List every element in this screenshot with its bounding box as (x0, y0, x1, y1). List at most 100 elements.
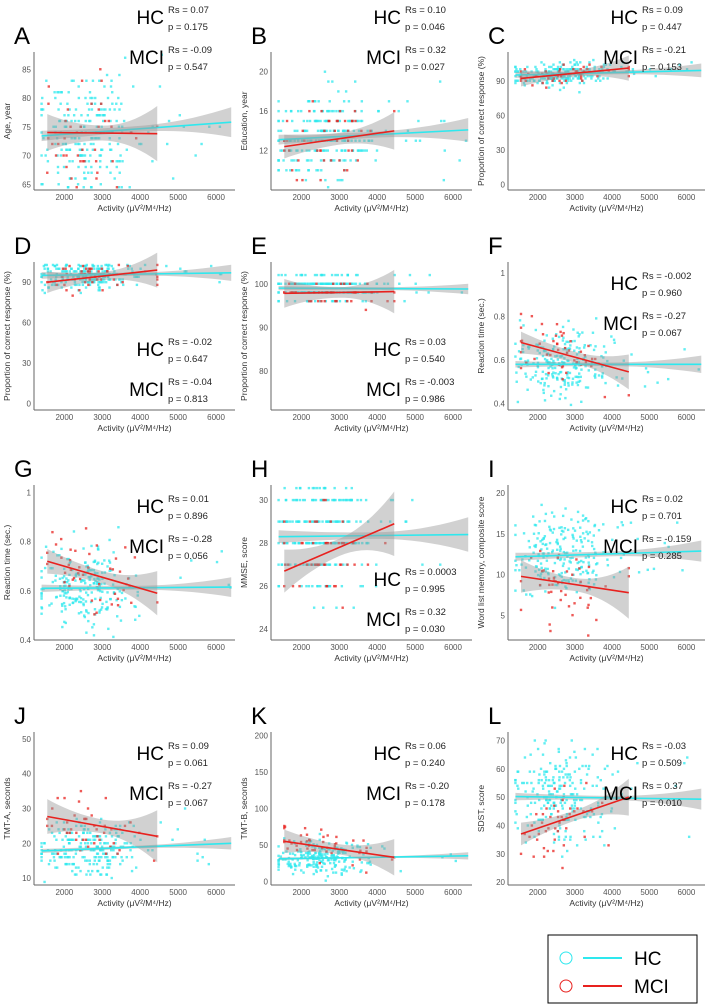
mci-point (390, 858, 394, 861)
hc-point (77, 137, 81, 140)
hc-point (103, 571, 107, 574)
x-tick-label: 2000 (55, 643, 73, 652)
hc-point (590, 77, 593, 80)
hc-point (300, 854, 304, 858)
hc-point (584, 386, 588, 389)
hc-point (559, 574, 562, 577)
hc-point (344, 299, 348, 303)
hc-point (364, 299, 368, 303)
hc-point (40, 588, 43, 591)
hc-point (178, 114, 181, 117)
hc-point (521, 781, 524, 785)
hc-point (307, 169, 310, 172)
hc-point (521, 350, 525, 354)
mci-point (76, 154, 80, 157)
hc-point (613, 70, 616, 73)
hc-point (561, 855, 564, 858)
hc-point (333, 858, 336, 861)
x-tick-label: 3000 (93, 643, 111, 652)
mci-point (544, 70, 548, 73)
hc-point (561, 807, 564, 810)
hc-point (115, 831, 118, 835)
mci-point (51, 807, 54, 810)
mci-point (563, 346, 567, 350)
hc-point (325, 129, 329, 133)
hc-point (563, 558, 566, 561)
hc-point (654, 74, 657, 78)
hc-point (587, 519, 590, 523)
hc-point (519, 357, 523, 360)
hc-point (537, 829, 541, 833)
mci-point (354, 119, 357, 123)
hc-point (345, 541, 348, 545)
hc-point (82, 186, 85, 189)
hc-point (610, 335, 613, 338)
mci-point (594, 357, 597, 361)
x-tick-label: 3000 (330, 643, 348, 652)
hc-point (554, 767, 557, 771)
hc-point (313, 282, 317, 285)
hc-point (171, 177, 175, 180)
hc-point (347, 520, 350, 523)
mci-point (290, 842, 293, 845)
hc-point (355, 520, 358, 523)
mci-point (329, 541, 333, 545)
hc-point (565, 761, 568, 765)
mci-point (320, 299, 323, 303)
hc-point (443, 149, 446, 152)
mci-point (565, 351, 569, 354)
hc-point (291, 520, 294, 523)
mci-point (604, 585, 607, 588)
hc-point (118, 108, 121, 111)
hc-point (106, 859, 109, 862)
hc-point (312, 606, 316, 609)
hc-point (78, 142, 81, 146)
hc-point (85, 873, 88, 876)
hc-point (310, 139, 313, 142)
hc-point (533, 544, 536, 548)
hc-point (548, 807, 552, 810)
hc-point (514, 778, 517, 782)
hc-point (300, 273, 304, 277)
hc-point (612, 338, 616, 342)
hc-point (522, 324, 525, 327)
hc-point (359, 520, 362, 523)
hc-point (544, 590, 547, 593)
hc-point (578, 767, 581, 771)
mci-point (78, 566, 81, 569)
hc-point (558, 88, 562, 92)
hc-point (64, 835, 67, 838)
x-axis-label: Activity (μV²/M⁴/Hz) (569, 898, 643, 908)
hc-point (601, 70, 604, 73)
hc-point (307, 159, 310, 162)
mci-regression-line (520, 796, 630, 835)
hc-point (115, 598, 118, 602)
hc-point (547, 86, 551, 89)
hc-point (354, 159, 358, 162)
hc-point (308, 850, 311, 853)
hc-stats-label: HC (137, 8, 164, 29)
hc-point (549, 793, 553, 796)
hc-point (323, 853, 327, 856)
mci-point (386, 299, 389, 303)
mci-point (75, 831, 78, 835)
hc-point (556, 541, 559, 544)
hc-point (578, 77, 581, 80)
hc-point (92, 264, 96, 268)
mci-point (324, 541, 328, 545)
hc-point (331, 80, 334, 83)
hc-point (109, 119, 112, 123)
hc-point (541, 787, 545, 790)
y-tick-label: 30 (22, 805, 31, 814)
hc-point (40, 606, 43, 609)
hc-point (578, 379, 582, 383)
mci-p-value: p = 0.986 (405, 394, 445, 405)
hc-point (328, 282, 331, 285)
mci-point (341, 606, 344, 609)
hc-p-value: p = 0.509 (642, 758, 682, 769)
hc-point (131, 270, 134, 273)
hc-point (575, 568, 578, 571)
hc-point (91, 263, 94, 267)
mci-rs-value: Rs = -0.27 (168, 781, 212, 792)
hc-point (296, 129, 299, 133)
